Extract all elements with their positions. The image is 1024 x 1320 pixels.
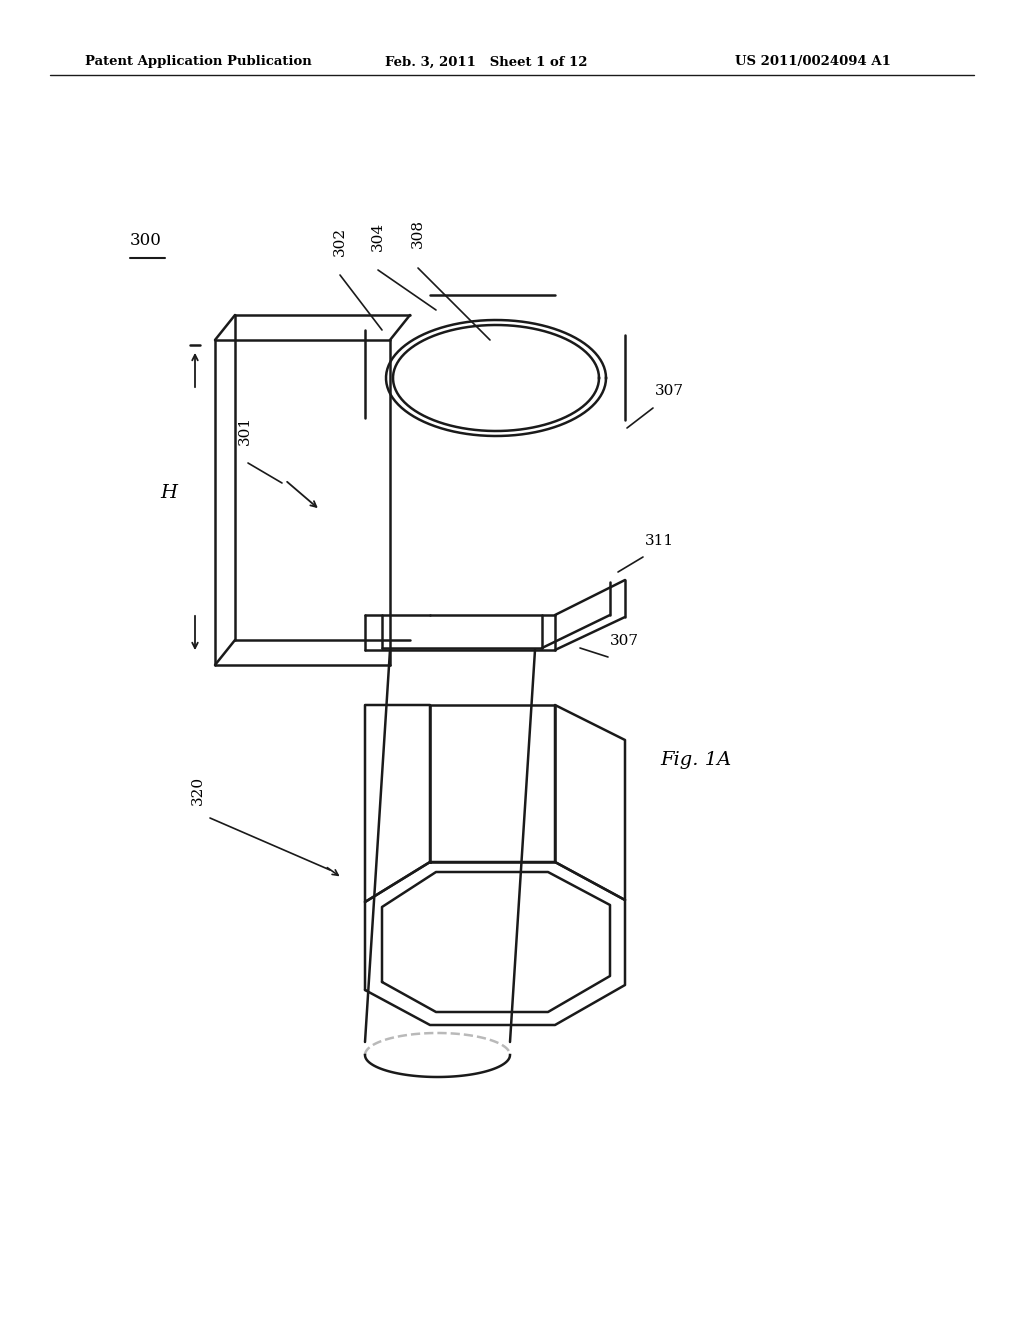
Text: 304: 304 (371, 222, 385, 251)
Text: 308: 308 (411, 219, 425, 248)
Text: Patent Application Publication: Patent Application Publication (85, 55, 311, 69)
Text: 302: 302 (333, 227, 347, 256)
Text: US 2011/0024094 A1: US 2011/0024094 A1 (735, 55, 891, 69)
Text: 311: 311 (645, 535, 674, 548)
Text: 300: 300 (130, 232, 162, 249)
Text: H: H (160, 484, 177, 502)
Text: 301: 301 (238, 416, 252, 445)
Text: Feb. 3, 2011   Sheet 1 of 12: Feb. 3, 2011 Sheet 1 of 12 (385, 55, 588, 69)
Text: 307: 307 (655, 384, 684, 399)
Text: 320: 320 (191, 776, 205, 805)
Text: Fig. 1A: Fig. 1A (660, 751, 731, 770)
Text: 307: 307 (610, 634, 639, 648)
